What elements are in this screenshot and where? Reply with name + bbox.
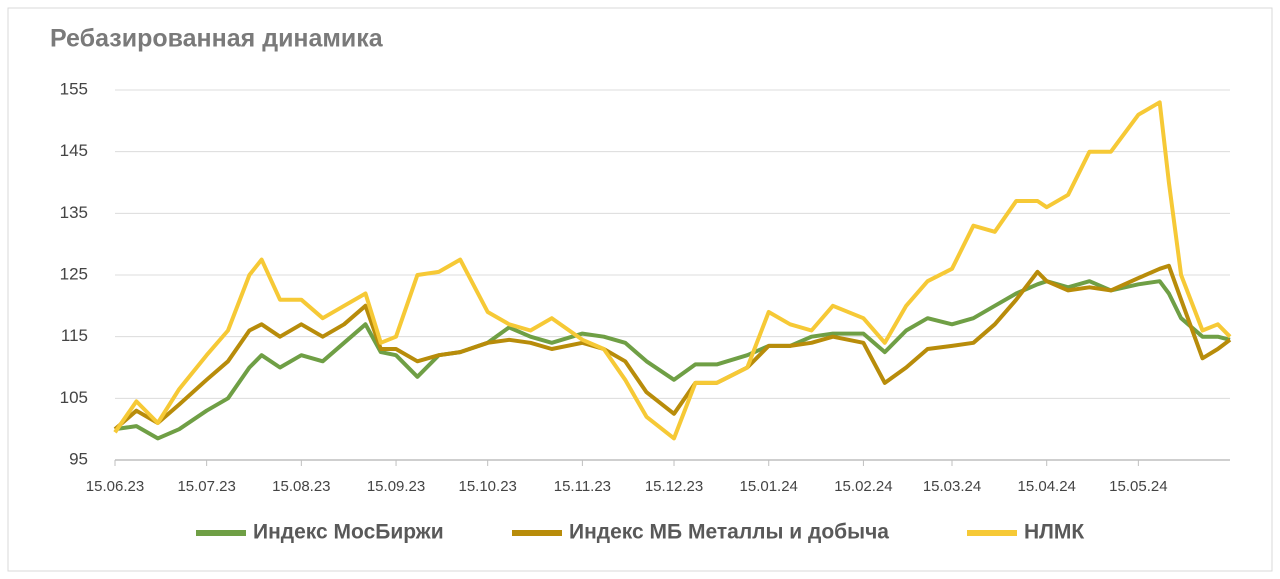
y-tick-label: 125 — [60, 264, 88, 283]
x-tick-label: 15.10.23 — [458, 478, 516, 495]
legend-label: Индекс МБ Металлы и добыча — [569, 521, 889, 544]
x-tick-label: 15.09.23 — [367, 478, 425, 495]
series-line — [113, 100, 1232, 441]
x-tick-label: 15.08.23 — [272, 478, 330, 495]
legend-label: Индекс МосБиржи — [253, 521, 444, 544]
y-tick-label: 95 — [69, 449, 88, 468]
x-tick-label: 15.12.23 — [645, 478, 703, 495]
x-tick-label: 15.03.24 — [923, 478, 981, 495]
y-tick-label: 105 — [60, 388, 88, 407]
series-line — [113, 263, 1232, 431]
x-tick-label: 15.01.24 — [740, 478, 798, 495]
legend-label: НЛМК — [1024, 521, 1084, 544]
x-tick-label: 15.02.24 — [834, 478, 892, 495]
y-tick-label: 115 — [61, 326, 88, 345]
x-tick-label: 15.11.23 — [554, 478, 611, 495]
series-line — [114, 279, 1231, 441]
x-tick-label: 15.04.24 — [1018, 478, 1076, 495]
y-tick-label: 145 — [60, 141, 88, 160]
x-tick-label: 15.06.23 — [86, 478, 144, 495]
chart-title: Ребазированная динамика — [50, 25, 384, 53]
x-tick-label: 15.07.23 — [177, 478, 235, 495]
y-tick-label: 155 — [60, 79, 88, 98]
y-tick-label: 135 — [60, 203, 88, 222]
x-tick-label: 15.05.24 — [1109, 478, 1167, 495]
